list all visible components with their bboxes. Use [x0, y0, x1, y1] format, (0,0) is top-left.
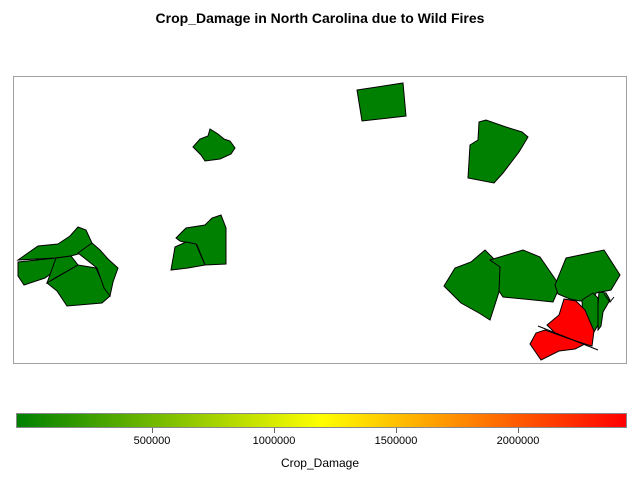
map-frame — [13, 76, 627, 364]
legend-tick — [518, 428, 519, 433]
legend-tick — [274, 428, 275, 433]
legend-title: Crop_Damage — [280, 456, 360, 470]
county-shape-high[interactable] — [529, 329, 587, 361]
county-shape[interactable] — [488, 249, 561, 303]
county-shape[interactable] — [77, 242, 119, 298]
county-shape[interactable] — [597, 291, 611, 332]
legend-tick — [152, 428, 153, 433]
county-shape[interactable] — [192, 128, 236, 162]
legend-color-bar — [16, 413, 627, 428]
legend-tick — [396, 428, 397, 433]
legend-tick-label: 1000000 — [252, 435, 296, 447]
coastline — [537, 325, 599, 351]
legend-tick-label: 500000 — [133, 435, 171, 447]
county-shape[interactable] — [467, 119, 529, 184]
legend-tick-label: 1500000 — [374, 435, 418, 447]
legend-tick-label: 2000000 — [496, 435, 540, 447]
coastline — [603, 293, 615, 303]
county-shape[interactable] — [356, 82, 407, 122]
county-shape[interactable] — [170, 241, 206, 271]
county-shape[interactable] — [554, 249, 621, 302]
chart-title: Crop_Damage in North Carolina due to Wil… — [155, 10, 485, 26]
